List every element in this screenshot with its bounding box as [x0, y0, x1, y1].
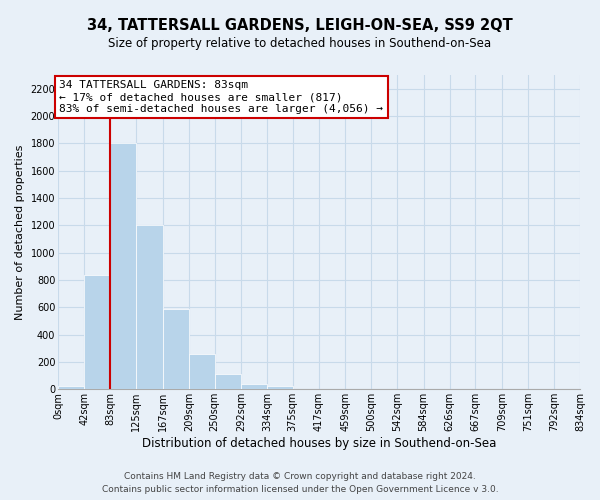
- Bar: [241, 384, 267, 390]
- Bar: [163, 308, 189, 390]
- Bar: [267, 386, 293, 390]
- Y-axis label: Number of detached properties: Number of detached properties: [15, 144, 25, 320]
- Text: 34, TATTERSALL GARDENS, LEIGH-ON-SEA, SS9 2QT: 34, TATTERSALL GARDENS, LEIGH-ON-SEA, SS…: [87, 18, 513, 32]
- Text: Contains HM Land Registry data © Crown copyright and database right 2024.: Contains HM Land Registry data © Crown c…: [124, 472, 476, 481]
- Bar: [110, 144, 136, 390]
- Bar: [189, 354, 215, 390]
- Bar: [58, 386, 85, 390]
- Text: Contains public sector information licensed under the Open Government Licence v : Contains public sector information licen…: [101, 485, 499, 494]
- Text: Size of property relative to detached houses in Southend-on-Sea: Size of property relative to detached ho…: [109, 38, 491, 51]
- Bar: [215, 374, 241, 390]
- Bar: [136, 226, 163, 390]
- X-axis label: Distribution of detached houses by size in Southend-on-Sea: Distribution of detached houses by size …: [142, 437, 496, 450]
- Text: 34 TATTERSALL GARDENS: 83sqm
← 17% of detached houses are smaller (817)
83% of s: 34 TATTERSALL GARDENS: 83sqm ← 17% of de…: [59, 80, 383, 114]
- Bar: [85, 275, 110, 390]
